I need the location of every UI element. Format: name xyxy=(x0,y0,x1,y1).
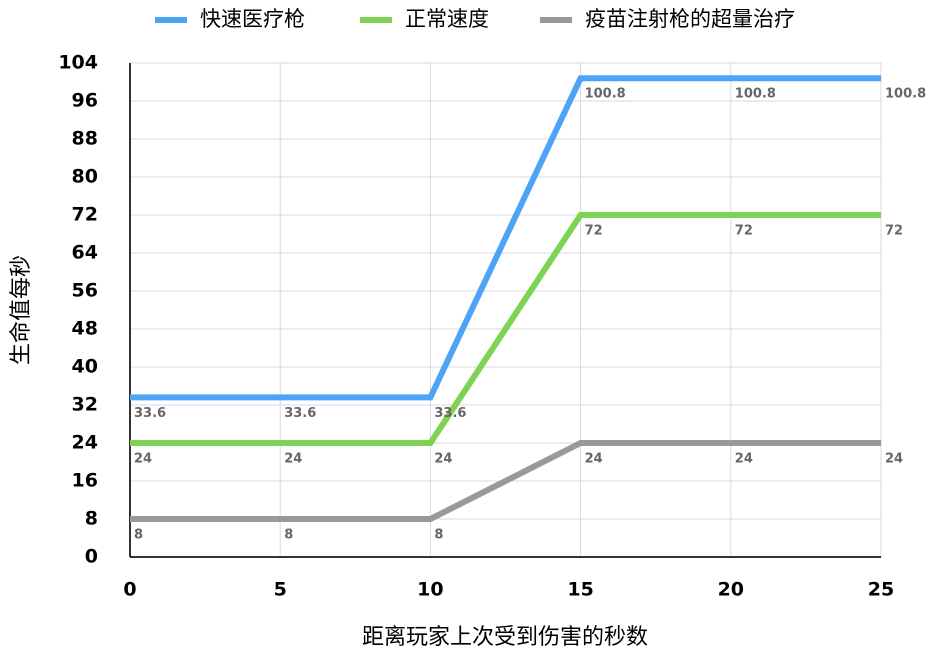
y-tick-label: 96 xyxy=(72,90,98,112)
series-line xyxy=(130,212,881,446)
data-label: 8 xyxy=(284,528,293,543)
data-label: 24 xyxy=(585,452,603,467)
legend-label: 疫苗注射枪的超量治疗 xyxy=(585,7,795,31)
data-label: 8 xyxy=(134,528,143,543)
y-axis-label: 生命值每秒 xyxy=(9,255,34,365)
x-tick-label: 10 xyxy=(417,579,443,601)
y-tick-label: 56 xyxy=(72,280,98,302)
data-label: 24 xyxy=(434,452,452,467)
x-axis-label: 距离玩家上次受到伤害的秒数 xyxy=(362,625,648,650)
data-label: 24 xyxy=(735,452,753,467)
x-tick-label: 20 xyxy=(718,579,744,601)
y-tick-label: 72 xyxy=(72,204,98,226)
legend-label: 正常速度 xyxy=(405,7,489,31)
data-label: 100.8 xyxy=(585,87,626,102)
y-tick-label: 40 xyxy=(72,356,98,378)
y-tick-label: 0 xyxy=(85,546,98,568)
data-label: 72 xyxy=(735,224,753,239)
x-tick-label: 5 xyxy=(274,579,287,601)
x-tick-label: 25 xyxy=(868,579,894,601)
data-label: 24 xyxy=(134,452,152,467)
y-tick-label: 48 xyxy=(72,318,98,340)
data-label: 24 xyxy=(885,452,903,467)
x-tick-label: 0 xyxy=(123,579,136,601)
y-tick-label: 64 xyxy=(72,242,98,264)
y-tick-label: 104 xyxy=(58,52,98,74)
series-line xyxy=(130,75,881,401)
data-label: 100.8 xyxy=(885,87,926,102)
data-label: 24 xyxy=(284,452,302,467)
y-tick-label: 8 xyxy=(85,508,98,530)
y-tick-label: 32 xyxy=(72,394,98,416)
x-tick-label: 15 xyxy=(567,579,593,601)
y-tick-label: 16 xyxy=(72,470,98,492)
data-label: 33.6 xyxy=(134,406,166,421)
data-label: 33.6 xyxy=(434,406,466,421)
series-line xyxy=(130,440,881,522)
data-label: 72 xyxy=(885,224,903,239)
y-tick-label: 80 xyxy=(72,166,98,188)
data-label: 33.6 xyxy=(284,406,316,421)
legend-label: 快速医疗枪 xyxy=(200,7,305,31)
y-tick-label: 24 xyxy=(72,432,98,454)
data-label: 8 xyxy=(434,528,443,543)
data-label: 100.8 xyxy=(735,87,776,102)
data-label: 72 xyxy=(585,224,603,239)
y-tick-label: 88 xyxy=(72,128,98,150)
